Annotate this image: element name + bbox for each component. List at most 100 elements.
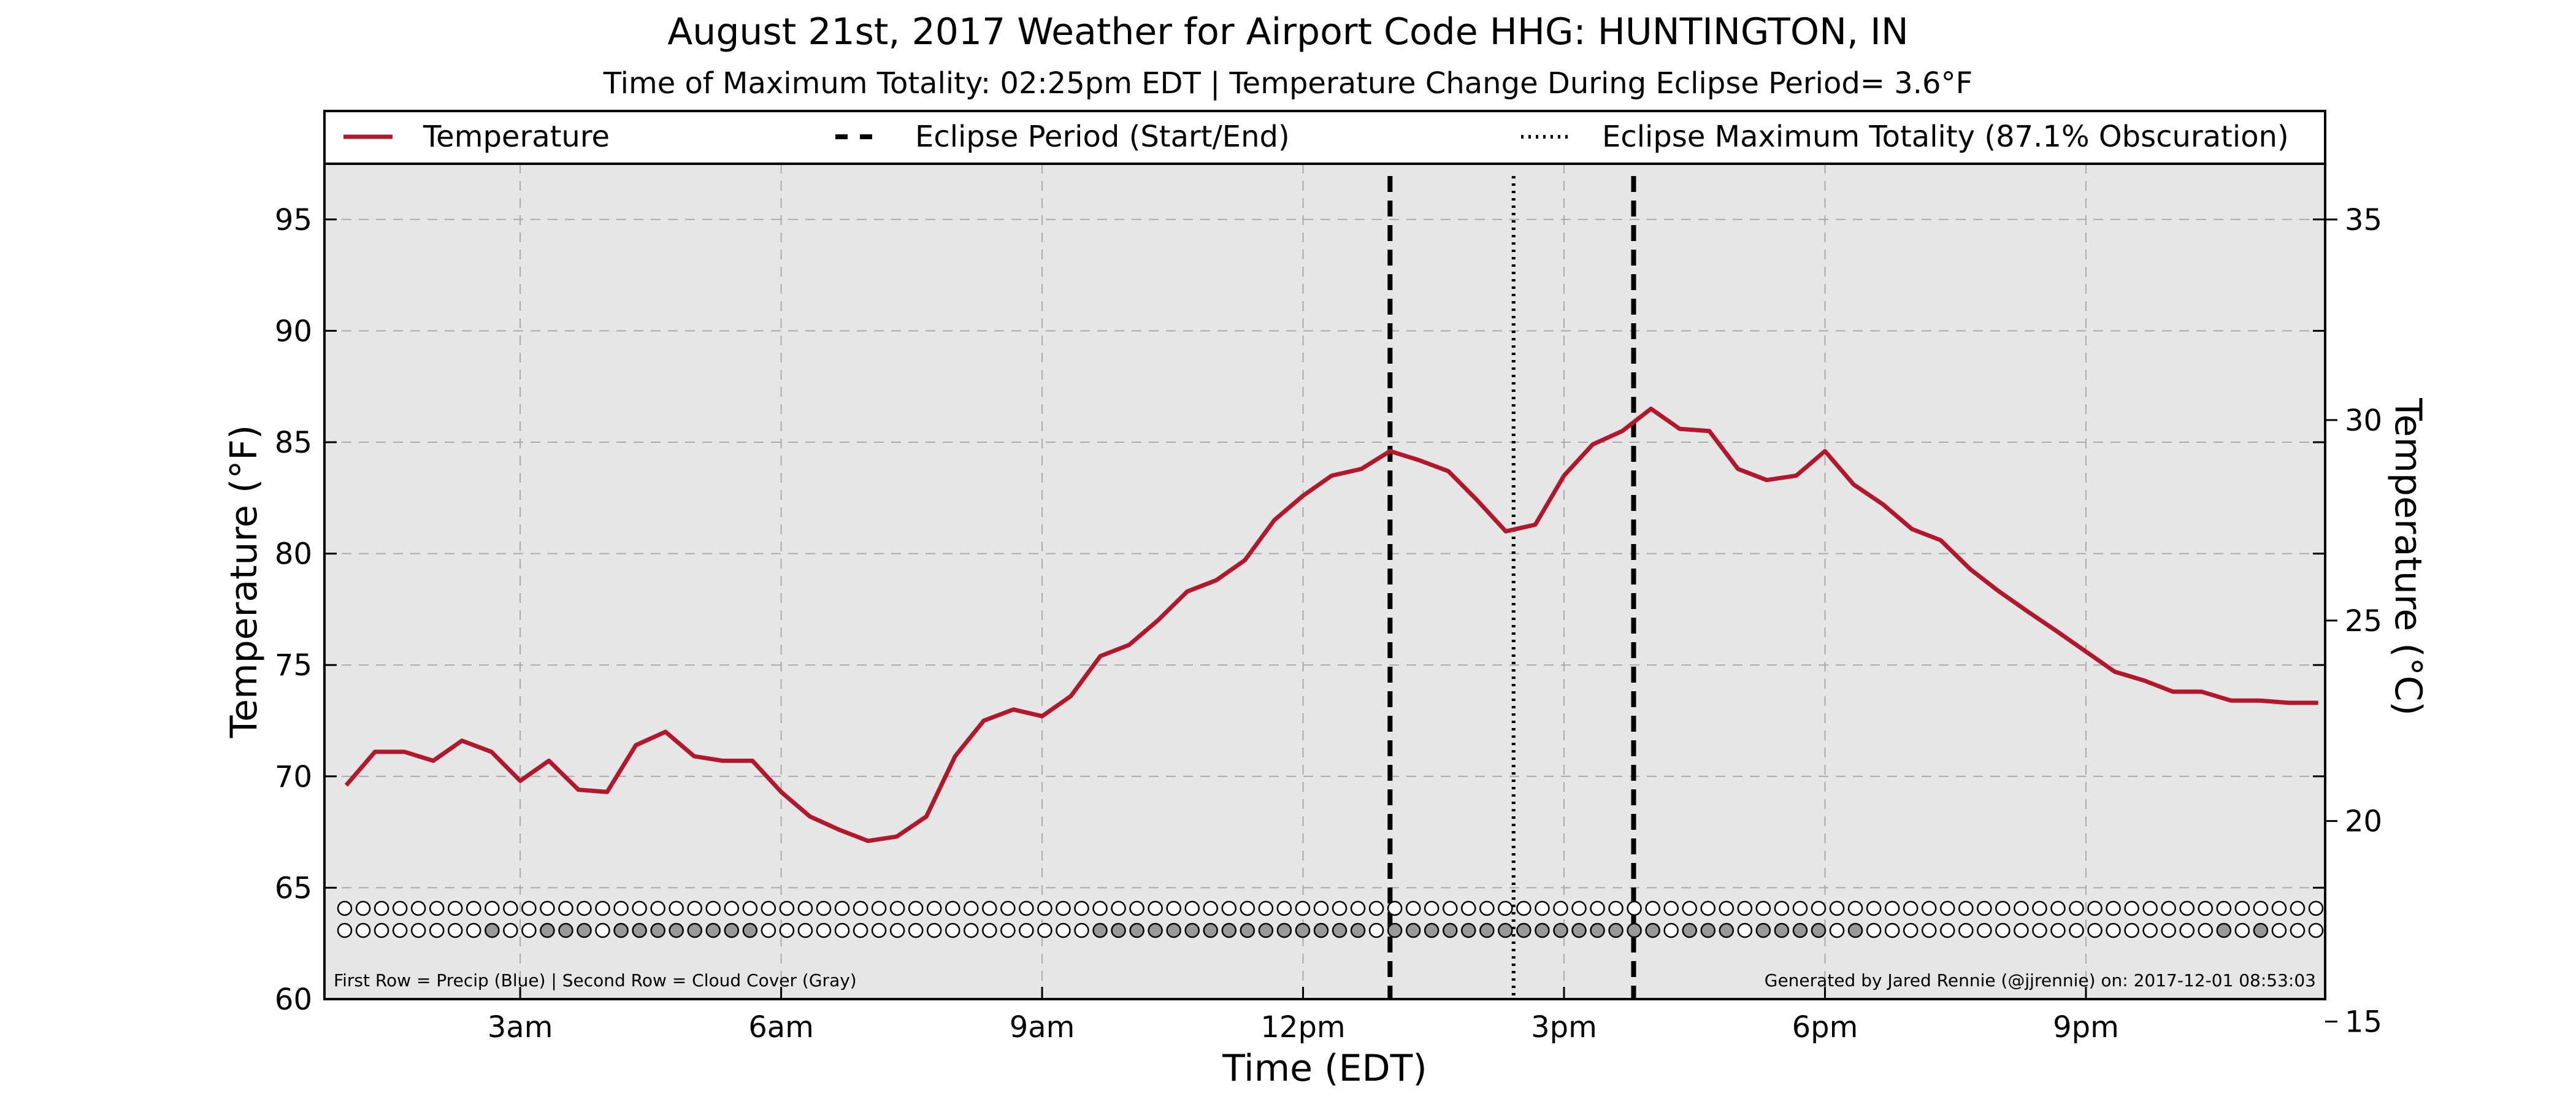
cloud-cover-dot [2106,922,2121,938]
precip-dot [705,900,721,916]
precip-dot [1221,900,1237,916]
precip-dot [2216,900,2232,916]
precip-dot [1884,900,1900,916]
x-tick-label: 9am [1010,1010,1075,1045]
precip-dot [1074,900,1089,916]
precip-dot [687,900,702,916]
cloud-cover-dot [503,922,518,938]
cloud-cover-dot [521,922,537,938]
precip-dot [761,900,776,916]
cloud-cover-dot [1719,922,1735,938]
x-tick-label: 6pm [1792,1010,1858,1045]
precip-dot [1847,900,1863,916]
precip-dot [669,900,684,916]
series [344,407,2318,843]
cloud-cover-dot [742,922,758,938]
precip-dot [485,900,500,916]
cloud-cover-dot [1479,922,1495,938]
precip-dot [1405,900,1421,916]
cloud-cover-dot [1535,922,1550,938]
precip-dot [429,900,445,916]
x-tick-label: 3pm [1531,1010,1597,1045]
precip-dot [1645,900,1660,916]
y2-tick-label: 30 [2345,404,2382,438]
cloud-cover-dot [1258,922,1274,938]
cloud-cover-dot [1148,922,1163,938]
cloud-cover-dot [1682,922,1697,938]
precip-dot [2253,900,2269,916]
cloud-cover-dot [2087,922,2103,938]
precip-dot [613,900,629,916]
cloud-cover-dot [926,922,942,938]
cloud-cover-dot [1627,922,1642,938]
plot-frame [323,163,2326,1000]
cloud-cover-dot [1663,922,1679,938]
cloud-cover-dot [1608,922,1623,938]
cloud-cover-dot [797,922,813,938]
precip-dot [1663,900,1679,916]
precip-dot [650,900,665,916]
precip-dot [724,900,740,916]
precip-dot [447,900,463,916]
y2-tick-label: 20 [2345,805,2382,839]
cloud-cover-dot [1571,922,1587,938]
y2-axis-label: Temperature (°C) [2386,397,2429,716]
cloud-cover-dot [908,922,924,938]
precip-dot [1184,900,1200,916]
cloud-cover-dot [1240,922,1255,938]
precip-dot [2179,900,2195,916]
cloud-cover-dot [1921,922,1937,938]
cloud-cover-dot [1313,922,1329,938]
legend-eclipse-period-label: Eclipse Period (Start/End) [915,120,1290,154]
precip-dot [466,900,481,916]
precip-dot [2087,900,2103,916]
cloud-cover-dot [577,922,592,938]
precip-dot [982,900,997,916]
precip-dot [1166,900,1181,916]
grid [324,164,2325,1000]
cloud-cover-dot [632,922,647,938]
precip-dot [540,900,555,916]
plot-area [324,164,2325,999]
cloud-cover-dot [650,922,665,938]
cloud-cover-dot [1056,922,1071,938]
cloud-cover-dot [1350,922,1366,938]
y-axis-label: Temperature (°F) [223,425,266,738]
legend-box [323,110,2326,165]
precip-dot [926,900,942,916]
cloud-cover-dot [2161,922,2176,938]
precip-dot [945,900,960,916]
cloud-cover-dot [485,922,500,938]
precip-dot [2032,900,2047,916]
cloud-cover-dot [2142,922,2158,938]
precip-dot [1019,900,1034,916]
x-tick-label: 3am [488,1010,553,1045]
cloud-cover-dot [2290,922,2306,938]
cloud-cover-dot [1037,922,1052,938]
y-tick-label: 75 [275,648,312,683]
precip-dot [521,900,537,916]
temperature-line [344,407,2318,843]
cloud-cover-dot [1884,922,1900,938]
precip-dot [816,900,832,916]
precip-dot [1461,900,1476,916]
cloud-cover-dot [2179,922,2195,938]
cloud-cover-dot [2253,922,2269,938]
cloud-cover-dot [1700,922,1716,938]
cloud-cover-dot [1461,922,1476,938]
cloud-cover-dot [613,922,629,938]
precip-dot [1866,900,1882,916]
precip-dot [1148,900,1163,916]
y-tick-label: 85 [275,426,312,460]
precip-dot [834,900,850,916]
precip-dot [1092,900,1108,916]
cloud-cover-dot [1977,922,1992,938]
legend: Temperature Eclipse Period (Start/End) E… [323,110,2326,165]
cloud-cover-dot [2308,922,2324,938]
x-tick-label: 6am [748,1010,814,1045]
precip-dot [1608,900,1623,916]
precip-dot [853,900,868,916]
cloud-cover-dot [1442,922,1458,938]
precip-dot [1811,900,1827,916]
